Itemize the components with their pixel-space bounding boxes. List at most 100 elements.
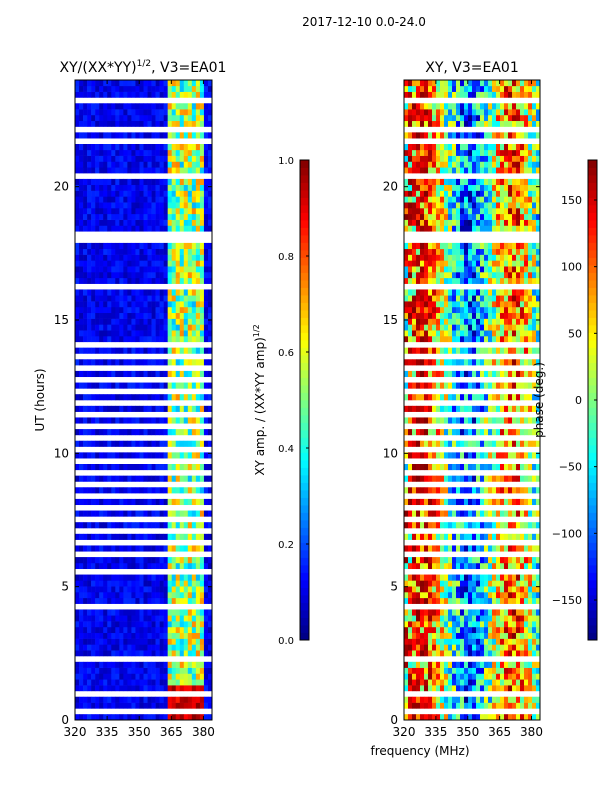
heatmap-cell — [424, 609, 429, 616]
heatmap-cell — [452, 644, 457, 651]
heatmap-cell — [416, 277, 421, 284]
heatmap-cell — [179, 557, 185, 564]
heatmap-cell — [99, 545, 104, 552]
heatmap-cell — [111, 464, 116, 471]
heatmap-cell — [500, 429, 505, 436]
heatmap-cell — [404, 498, 409, 506]
heatmap-cell — [123, 289, 128, 296]
heatmap-cell — [155, 202, 160, 209]
heatmap-cell — [448, 196, 453, 203]
heatmap-cell — [175, 103, 181, 110]
heatmap-cell — [436, 615, 441, 622]
heatmap-cell — [520, 347, 525, 354]
heatmap-cell — [448, 580, 453, 587]
heatmap-cell — [131, 586, 136, 593]
heatmap-cell — [472, 638, 477, 645]
heatmap-cell — [179, 650, 185, 657]
heatmap-cell — [155, 626, 160, 634]
heatmap-cell — [420, 562, 425, 570]
heatmap-cell — [512, 574, 517, 581]
heatmap-cell — [151, 324, 156, 331]
heatmap-cell — [87, 295, 92, 302]
heatmap-cell — [167, 132, 173, 139]
heatmap-cell — [508, 597, 513, 604]
heatmap-cell — [408, 382, 413, 389]
heatmap-cell — [127, 178, 132, 186]
heatmap-cell — [199, 155, 205, 162]
heatmap-cell — [151, 609, 156, 616]
heatmap-cell — [127, 464, 132, 471]
heatmap-cell — [536, 673, 541, 680]
heatmap-cell — [452, 702, 457, 709]
heatmap-cell — [532, 673, 537, 680]
heatmap-cell — [524, 673, 529, 680]
heatmap-cell — [83, 184, 88, 191]
heatmap-cell — [496, 685, 501, 692]
heatmap-cell — [175, 370, 181, 378]
heatmap-cell — [103, 132, 108, 139]
heatmap-cell — [99, 638, 104, 645]
heatmap-cell — [175, 586, 181, 593]
heatmap-cell — [508, 248, 513, 255]
heatmap-cell — [468, 301, 473, 308]
heatmap-cell — [440, 632, 445, 639]
heatmap-cell — [151, 219, 156, 226]
heatmap-cell — [99, 295, 104, 302]
heatmap-cell — [484, 208, 489, 215]
heatmap-cell — [464, 440, 469, 447]
heatmap-cell — [203, 394, 209, 401]
heatmap-cell — [175, 149, 181, 156]
heatmap-cell — [151, 714, 156, 721]
heatmap-cell — [123, 213, 128, 220]
heatmap-cell — [183, 289, 189, 296]
heatmap-cell — [536, 440, 541, 447]
heatmap-cell — [492, 248, 497, 255]
heatmap-cell — [187, 114, 193, 122]
heatmap-cell — [183, 464, 189, 471]
heatmap-cell — [111, 545, 116, 552]
heatmap-cell — [420, 464, 425, 471]
heatmap-cell — [175, 592, 181, 599]
heatmap-cell — [147, 475, 152, 482]
heatmap-cell — [508, 260, 513, 267]
heatmap-cell — [191, 219, 197, 226]
heatmap-cell — [147, 306, 152, 314]
heatmap-cell — [488, 359, 493, 366]
heatmap-cell — [488, 312, 493, 319]
heatmap-cell — [159, 330, 164, 337]
heatmap-cell — [99, 621, 104, 628]
heatmap-cell — [207, 597, 213, 604]
heatmap-cell — [456, 289, 461, 296]
heatmap-cell — [87, 464, 92, 471]
heatmap-cell — [468, 696, 473, 703]
heatmap-cell — [131, 545, 136, 552]
heatmap-cell — [408, 295, 413, 302]
heatmap-cell — [492, 667, 497, 674]
heatmap-cell — [456, 318, 461, 325]
heatmap-cell — [175, 277, 181, 284]
heatmap-cell — [536, 615, 541, 622]
heatmap-cell — [99, 318, 104, 325]
heatmap-cell — [91, 260, 96, 267]
heatmap-cell — [464, 661, 469, 668]
heatmap-cell — [187, 417, 193, 424]
heatmap-cell — [504, 621, 509, 628]
heatmap-cell — [103, 370, 108, 378]
heatmap-cell — [504, 487, 509, 494]
heatmap-cell — [175, 644, 181, 651]
heatmap-cell — [195, 80, 201, 87]
heatmap-cell — [195, 452, 201, 459]
heatmap-cell — [79, 80, 84, 87]
heatmap-cell — [91, 650, 96, 657]
heatmap-cell — [119, 306, 124, 314]
heatmap-cell — [432, 301, 437, 308]
heatmap-cell — [532, 272, 537, 279]
heatmap-cell — [480, 621, 485, 628]
heatmap-cell — [107, 103, 112, 110]
heatmap-cell — [512, 580, 517, 587]
heatmap-cell — [524, 615, 529, 622]
heatmap-cell — [163, 359, 168, 366]
heatmap-cell — [83, 347, 88, 354]
heatmap-cell — [195, 120, 201, 127]
heatmap-cell — [95, 405, 100, 412]
